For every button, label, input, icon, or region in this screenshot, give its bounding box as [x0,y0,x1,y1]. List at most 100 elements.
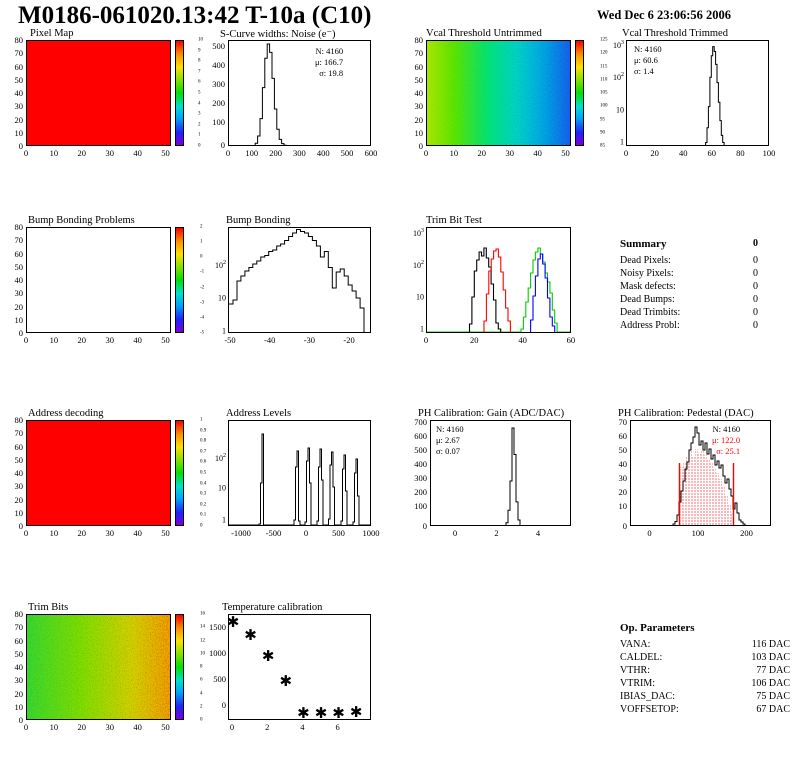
panel-scurve-widths: S-Curve widths: Noise (e⁻) N: 4160 μ: 16… [200,28,396,163]
summary-row-dead-pixels: Dead Pixels: 0 [620,255,790,268]
row-value: 116 DAC [751,639,790,650]
cbar-tick: 8 [200,664,203,670]
stat-sigma: σ: 19.8 [319,68,344,78]
stats-box: N: 4160 μ: 2.67 σ: 0.07 [436,424,464,457]
color-bar-ticks: 2 1 0 -1 -2 -3 -4 -5 [184,225,204,336]
y-tick: 80 [14,415,24,425]
y-tick: 50 [14,261,24,272]
x-tick: 20 [77,528,87,538]
row-label: Dead Pixels: [620,255,671,266]
color-bar [175,614,184,720]
cbar-tick: 1 [200,417,203,423]
stat-sigma: σ: 25.1 [716,446,741,456]
y-tick: 1500 [209,622,226,632]
histogram-curve [252,43,287,145]
stat-mu: μ: 60.6 [634,55,658,65]
op-row-vtrim: VTRIM: 106 DAC [620,678,790,691]
summary-row-dead-bumps: Dead Bumps: 0 [620,294,790,307]
panel-title: Vcal Threshold Untrimmed [426,28,542,39]
cbar-tick: 0.2 [200,502,207,508]
row-value: 0 [753,320,758,331]
cbar-tick: 0.6 [200,459,207,465]
y-tick: 80 [14,222,24,232]
y-tick-log0: 1 [420,324,424,334]
x-tick: 50 [561,148,570,158]
panel-vcal-threshold-untrimmed: Vcal Threshold Untrimmed [400,28,608,163]
y-tick-log3: 103 [413,228,424,238]
row-value: 0 [753,307,758,318]
y-tick: 30 [14,675,24,686]
panel-title: Temperature calibration [222,602,323,613]
row-value: 0 [753,268,758,279]
color-bar-ticks: 10 9 8 7 6 5 4 3 2 1 0 [184,38,203,149]
y-tick-log1: 10 [218,483,226,493]
x-tick: 0 [423,148,429,158]
op-row-caldel: CALDEL: 103 DAC [620,652,790,665]
row-label: Dead Trimbits: [620,307,681,318]
cbar-tick: 6 [200,677,203,683]
y-tick: 10 [414,127,424,138]
y-tick: 70 [14,428,24,439]
cbar-tick: 0.8 [200,438,207,444]
y-tick: 100 [414,501,427,511]
cbar-tick: 0.7 [200,449,207,455]
x-tick: 0 [623,148,629,158]
x-tick: 20 [77,335,87,345]
plot-area [26,420,171,526]
cbar-tick: 120 [600,50,608,56]
row-label: IBIAS_DAC: [620,691,676,702]
histogram-curve [229,229,365,332]
color-bar [175,227,184,333]
y-tick: 50 [618,445,628,455]
y-tick-log2: 102 [613,72,624,82]
panel-title: Trim Bit Test [426,215,482,226]
y-tick: 80 [14,35,24,45]
plot-area: ✱ ✱ ✱ ✱ ✱ ✱ ✱ ✱ [228,614,371,720]
summary-heading: Summary [620,238,667,250]
x-tick: -40 [264,335,276,345]
histogram-curve [229,433,370,525]
x-tick: 40 [533,148,542,158]
stat-n: N: 4160 [436,424,464,434]
cbar-tick: 10 [200,651,205,657]
histogram-curve [670,426,748,525]
y-tick-log1: 10 [218,293,226,303]
summary-row-address-probl: Address Probl: 0 [620,320,790,333]
plot-area [426,40,571,146]
y-tick: 70 [618,417,628,427]
plot-area [228,40,371,146]
y-tick: 80 [414,35,424,45]
plot-area [630,420,771,526]
x-tick: 10 [49,722,59,732]
y-tick-log0: 1 [222,515,226,525]
heatmap-canvas [27,615,170,719]
op-row-vana: VANA: 116 DAC [620,639,790,652]
cbar-tick: 125 [600,37,608,43]
x-tick: 10 [49,148,59,158]
y-tick: 0 [220,140,225,150]
y-tick-log1: 10 [416,292,424,302]
cbar-tick: 95 [600,117,605,122]
y-tick: 200 [414,487,427,497]
y-tick: 300 [414,473,427,483]
histogram-curve [505,427,521,525]
y-tick: 60 [14,61,24,72]
x-tick: 20 [77,148,87,158]
cbar-tick: -1 [200,269,205,275]
cbar-tick: 110 [600,77,608,83]
cbar-tick: 2 [198,122,201,128]
marker-star: ✱ [244,627,257,644]
scatter-markers: ✱ ✱ ✱ ✱ ✱ ✱ ✱ ✱ [229,615,362,719]
panel-bump-bonding: Bump Bonding 102 10 1 -50 -40 -30 -20 [200,215,396,350]
x-tick: 40 [678,148,688,158]
panel-ph-calibration-gain: PH Calibration: Gain (ADC/DAC) N: 4160 μ… [400,408,596,543]
marker-star: ✱ [229,615,239,631]
y-tick: 40 [14,468,24,478]
plot-area [426,227,571,333]
x-tick: 0 [229,722,235,732]
y-tick: 100 [212,117,225,127]
panel-title: Bump Bonding [226,215,291,226]
row-value: 75 DAC [756,691,790,702]
row-value: 103 DAC [751,652,790,663]
op-row-vthr: VTHR: 77 DAC [620,665,790,678]
